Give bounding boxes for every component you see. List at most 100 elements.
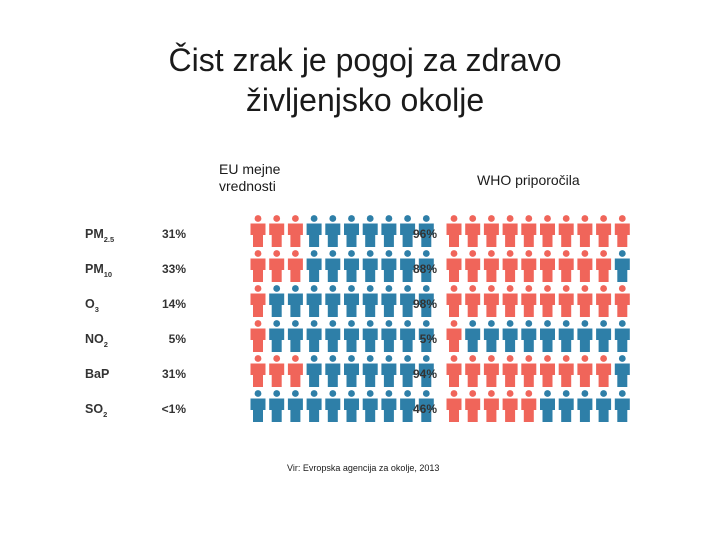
who-person-icon xyxy=(577,250,593,282)
eu-person-icon xyxy=(344,320,359,352)
who-person-icon xyxy=(596,355,612,387)
title-line-2: življenjsko okolje xyxy=(245,82,485,118)
eu-person-icon xyxy=(287,215,303,247)
who-person-icon xyxy=(465,285,481,317)
eu-percentage-label: <1% xyxy=(162,402,187,416)
who-percentage-label: 46% xyxy=(413,402,437,416)
who-person-icon xyxy=(596,320,612,352)
eu-percentage-label: 31% xyxy=(162,227,186,241)
eu-percentage-label: 31% xyxy=(162,367,186,381)
eu-person-icon xyxy=(381,285,397,317)
who-person-icon xyxy=(614,285,630,317)
eu-person-icon xyxy=(362,390,378,422)
eu-percentage-label: 14% xyxy=(162,297,186,311)
who-person-icon xyxy=(577,320,593,352)
who-person-icon xyxy=(596,215,612,247)
who-person-icon xyxy=(465,215,481,247)
source-note: Vir: Evropska agencija za okolje, 2013 xyxy=(287,463,440,473)
who-person-icon xyxy=(446,215,462,247)
eu-person-icon xyxy=(287,355,303,387)
eu-person-icon xyxy=(250,355,266,387)
who-person-icon xyxy=(614,355,630,387)
who-person-icon xyxy=(465,250,481,282)
who-person-icon xyxy=(540,250,555,282)
pollutant-label: PM10 xyxy=(85,262,112,279)
eu-person-icon xyxy=(325,250,341,282)
who-person-icon xyxy=(521,215,537,247)
eu-person-icon xyxy=(287,320,303,352)
pollutant-label: SO2 xyxy=(85,402,107,419)
eu-percentage-label: 5% xyxy=(169,332,187,346)
who-person-icon xyxy=(446,250,462,282)
who-percentage-label: 96% xyxy=(413,227,437,241)
pollutant-label: NO2 xyxy=(85,332,108,349)
eu-person-icon xyxy=(250,320,266,352)
eu-person-icon xyxy=(287,390,303,422)
who-person-icon xyxy=(502,250,518,282)
eu-person-icon xyxy=(269,285,285,317)
eu-person-icon xyxy=(344,355,359,387)
who-person-icon xyxy=(596,285,612,317)
eu-person-icon xyxy=(287,285,303,317)
who-person-icon xyxy=(540,355,555,387)
who-person-icon xyxy=(614,390,630,422)
eu-person-icon xyxy=(269,215,285,247)
who-person-icon xyxy=(502,215,518,247)
who-person-icon xyxy=(558,250,574,282)
eu-person-icon xyxy=(400,390,416,422)
eu-person-icon xyxy=(381,355,397,387)
eu-person-icon xyxy=(250,285,266,317)
eu-person-icon xyxy=(325,215,341,247)
eu-person-icon xyxy=(344,215,359,247)
who-person-icon xyxy=(540,390,555,422)
who-person-icon xyxy=(446,320,462,352)
eu-person-icon xyxy=(269,250,285,282)
who-person-icon xyxy=(558,390,574,422)
eu-person-icon xyxy=(400,215,416,247)
eu-person-icon xyxy=(381,320,397,352)
who-person-icon xyxy=(465,390,481,422)
eu-person-icon xyxy=(400,320,416,352)
who-person-icon xyxy=(446,285,462,317)
who-person-icon xyxy=(614,215,630,247)
who-person-icon xyxy=(502,355,518,387)
who-person-icon xyxy=(614,320,630,352)
who-person-icon xyxy=(483,390,499,422)
who-percentage-label: 88% xyxy=(413,262,437,276)
eu-person-icon xyxy=(418,215,434,247)
who-person-icon xyxy=(577,355,593,387)
who-person-icon xyxy=(558,285,574,317)
who-person-icon xyxy=(446,355,462,387)
who-person-icon xyxy=(596,250,612,282)
pollutant-label: PM2.5 xyxy=(85,227,114,244)
eu-person-icon xyxy=(418,250,434,282)
eu-person-icon xyxy=(306,285,322,317)
title-line-1: Čist zrak je pogoj za zdravo xyxy=(168,42,562,78)
who-person-icon xyxy=(521,355,537,387)
who-person-icon xyxy=(465,320,481,352)
eu-percentage-label: 33% xyxy=(162,262,186,276)
eu-person-icon xyxy=(400,285,416,317)
eu-person-icon xyxy=(418,355,434,387)
eu-person-icon xyxy=(362,285,378,317)
page-title: Čist zrak je pogoj za zdravo življenjsko… xyxy=(0,40,720,120)
who-person-icon xyxy=(483,355,499,387)
who-person-icon xyxy=(540,320,555,352)
who-person-icon xyxy=(502,320,518,352)
who-person-icon xyxy=(502,390,518,422)
who-person-icon xyxy=(483,215,499,247)
who-percentage-label: 94% xyxy=(413,367,437,381)
eu-person-icon xyxy=(325,320,341,352)
eu-person-icon xyxy=(418,320,434,352)
eu-person-icon xyxy=(269,320,285,352)
who-person-icon xyxy=(577,215,593,247)
who-percentage-label: 5% xyxy=(420,332,438,346)
who-person-icon xyxy=(558,215,574,247)
who-person-icon xyxy=(521,250,537,282)
who-percentage-label: 98% xyxy=(413,297,437,311)
who-person-icon xyxy=(502,285,518,317)
eu-person-icon xyxy=(306,390,322,422)
who-person-icon xyxy=(521,285,537,317)
eu-person-icon xyxy=(306,250,322,282)
